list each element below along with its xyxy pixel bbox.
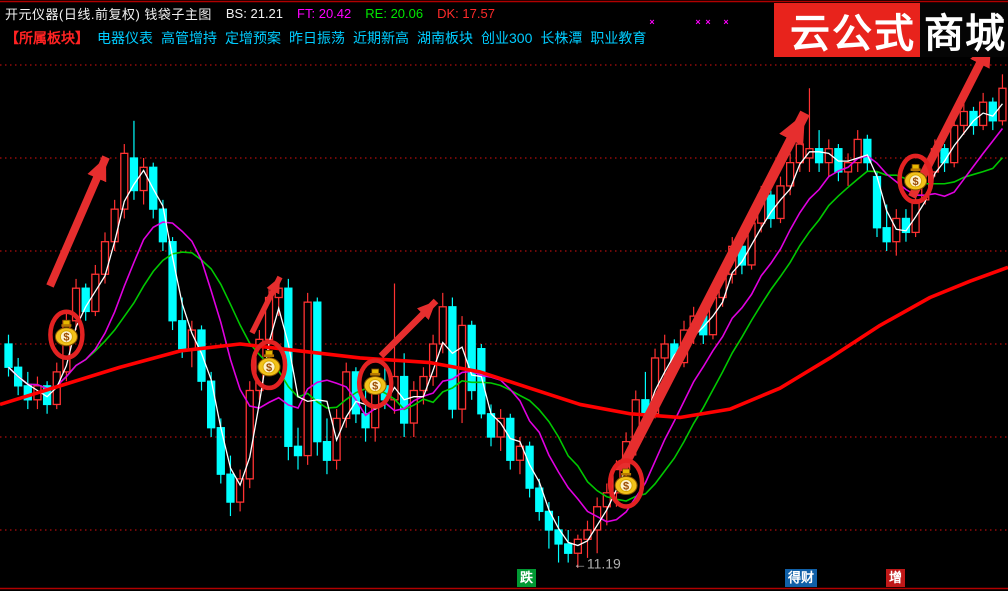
signal-circle [897,153,934,205]
svg-text:$: $ [913,176,919,188]
svg-text:$: $ [372,381,378,393]
chart-header-bar: 开元仪器(日线.前复权) 钱袋子主图 BS: 21.21 FT: 20.42 R… [0,0,1008,26]
event-mark-icon: × [705,17,710,27]
event-mark-icon: × [723,17,728,27]
trend-arrow [249,275,283,335]
yungongshi-mall-watermark: 云公式 商城 [774,3,1008,57]
watermark-right-text: 商城 [920,3,1008,57]
status-badge-rise: 增 [886,569,906,587]
signal-circle [250,339,288,391]
sector-tag[interactable]: 高管增持 [161,30,217,46]
indicator-re: RE: 20.06 [365,5,424,21]
ma-green-line [7,157,1004,502]
event-mark-icon: × [649,17,654,27]
status-badge-wealth: 得财 [785,569,818,587]
sector-tag[interactable]: 长株潭 [540,30,583,46]
indicator-bs: BS: 21.21 [225,5,284,21]
money-bag-icon: $ [257,350,281,377]
svg-text:$: $ [266,362,272,374]
money-bag-icon: $ [54,319,78,347]
sector-tags: 电器仪表 高管增持 定增预案 昨日振荡 近期新高 湖南板块 创业300 长株潭 职业教育 [89,28,646,48]
ma-magenta-line [7,128,1004,523]
signal-circle [356,358,394,409]
sector-tag[interactable]: 定增预案 [225,30,281,46]
arrows-layer [46,40,995,474]
sector-tag[interactable]: 电器仪表 [97,30,153,46]
sector-tag[interactable]: 湖南板块 [417,30,473,46]
sector-tag[interactable]: 职业教育 [590,30,647,46]
svg-text:$: $ [623,481,629,493]
indicator-ft: FT: 20.42 [297,5,352,21]
trend-arrow [46,155,110,288]
svg-text:$: $ [63,332,69,344]
chart-title: 开元仪器(日线.前复权) 钱袋子主图 [5,6,212,22]
sector-tag[interactable]: 创业300 [481,30,533,46]
status-badge-fall: 跌 [517,569,537,587]
money-bag-icon: $ [904,164,928,191]
ma-layer [0,103,1008,547]
candles-layer [4,74,1007,568]
sector-prefix-label: 【所属板块】 [5,30,89,46]
ma-white-line [8,103,1003,547]
sector-tag[interactable]: 近期新高 [353,30,409,46]
event-marks-layer: × × × × [649,17,728,27]
trend-arrow [908,40,995,199]
event-mark-icon: × [695,17,700,27]
trend-arrow [616,110,810,474]
ma-long-red-line [0,265,1008,420]
money-bag-icon: $ [614,468,638,495]
signal-circle [607,458,645,509]
signal-circle [48,309,85,360]
annotation-layer: ←11.19 [573,556,621,572]
watermark-left-text: 云公式 [774,3,920,57]
sector-bar: 【所属板块】 电器仪表 高管增持 定增预案 昨日振荡 近期新高 湖南板块 创业300 长株潭职… [0,26,1008,50]
trend-arrow [378,298,439,359]
money-bag-icon: $ [363,368,387,396]
indicator-dk: DK: 17.57 [437,5,495,21]
low-price-label: ←11.19 [573,556,621,572]
sector-tag[interactable]: 昨日振荡 [289,30,345,46]
signals-layer: $ $ $ $ $ [48,153,934,509]
